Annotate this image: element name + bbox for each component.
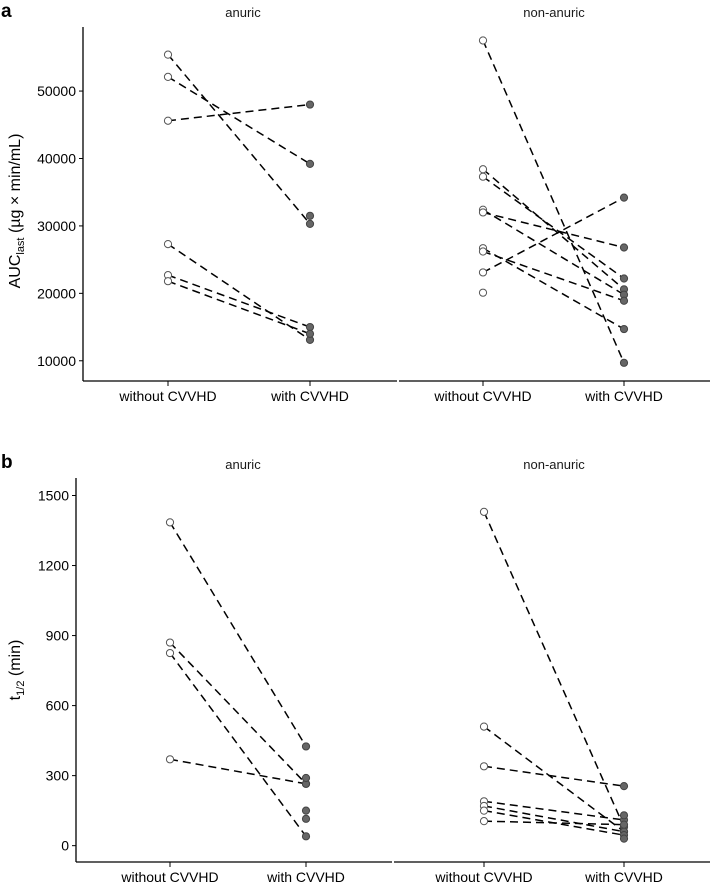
- panel-b-facet-nonanuric-point-without: [479, 762, 489, 771]
- panel-a-facet-anuric-pair-line: [167, 103, 311, 122]
- panel-a-facet-anuric-title: anuric: [225, 5, 261, 20]
- panel-b-facet-anuric-pair-line: [169, 642, 307, 785]
- panel-b-ytick-label: 300: [46, 768, 70, 784]
- panel-a-facet-anuric-point-without: [163, 72, 173, 81]
- panel-b-ytick-label: 600: [46, 698, 70, 714]
- panel-a-letter: a: [1, 1, 12, 22]
- panel-b-facet-nonanuric-pair-line: [483, 805, 625, 833]
- panel-b-facet-nonanuric-point-with: [619, 782, 629, 791]
- panel-a-facet-nonanuric-point-with: [619, 193, 629, 202]
- panel-b-facet-anuric-point-without: [165, 755, 175, 764]
- panel-a-facet-nonanuric-point-without: [478, 208, 488, 217]
- panel-b-facet-anuric-pair-line: [169, 652, 307, 837]
- panel-b-facet-anuric-point-without: [165, 518, 175, 527]
- panel-b-facet-nonanuric-point-with: [619, 820, 629, 829]
- panel-a-ytick-label: 20000: [37, 285, 76, 301]
- panel-b-facet-nonanuric-point-with: [619, 834, 629, 843]
- panel-a-facet-anuric-point-without: [163, 50, 173, 59]
- panel-b-facet-nonanuric-point-without: [479, 817, 489, 826]
- panel-b-facet-nonanuric-xtick-label: with CVVHD: [584, 869, 663, 884]
- panel-b-facet-nonanuric-pair-line: [483, 820, 625, 826]
- panel-a-facet-nonanuric-point-without: [478, 268, 488, 277]
- panel-b-facet-nonanuric-pair-line: [483, 511, 625, 828]
- panel-a-facet-nonanuric-point-with: [619, 358, 629, 367]
- panel-a-facet-nonanuric-point-with: [619, 324, 629, 334]
- panel-a-facet-anuric-xtick-label: without CVVHD: [118, 388, 216, 404]
- panel-a-ytick-label: 50000: [37, 83, 76, 99]
- panel-a-facet-nonanuric-pair-line: [482, 250, 625, 302]
- panel-a-facet-nonanuric-point-without: [478, 165, 488, 174]
- panel-b-facet-anuric-title: anuric: [225, 457, 261, 472]
- panel-a-facet-anuric-point-without: [163, 240, 173, 249]
- panel-b-ytick-label: 1500: [38, 488, 69, 504]
- panel-b: b anuric non-anuric t1/2 (min) 0 300 600 90…: [1, 452, 710, 884]
- panel-a-ytick-label: 10000: [37, 353, 76, 369]
- panel-b-facet-anuric-pair-line: [169, 758, 307, 785]
- panel-b-facet-anuric-point-with: [301, 806, 311, 815]
- panel-b-letter: b: [1, 452, 13, 473]
- panel-a-facet-anuric-point-with: [305, 322, 315, 332]
- panel-a-facet-anuric-point-without: [163, 277, 173, 286]
- panel-b-ytick-label: 900: [46, 628, 70, 644]
- panel-a-facet-nonanuric-xtick-label: without CVVHD: [433, 388, 531, 404]
- panel-a-facet-nonanuric-title: non-anuric: [523, 5, 585, 20]
- panel-b-facet-anuric-xtick-label: with CVVHD: [266, 869, 345, 884]
- panel-a-facet-nonanuric-point-without: [478, 172, 488, 181]
- panel-b-facet-anuric-point-with: [301, 742, 311, 751]
- panel-a-facet-nonanuric-point-with: [619, 296, 629, 305]
- panel-a: a anuric non-anuric AUClast (µg × min/mL…: [1, 1, 710, 404]
- panel-b-facet-nonanuric-point-with: [619, 811, 629, 820]
- panel-a-facet-nonanuric-point-without: [478, 36, 488, 45]
- panel-b-facet-nonanuric-point-without: [479, 722, 489, 731]
- panel-b-facet-anuric-xtick-label: without CVVHD: [120, 869, 218, 884]
- panel-a-ylabel: AUClast (µg × min/mL): [7, 134, 27, 289]
- panel-a-facet-anuric-point-with: [305, 219, 315, 228]
- panel-b-ylabel: t1/2 (min): [7, 640, 27, 701]
- panel-a-facet-nonanuric-point-without: [478, 288, 488, 297]
- panel-a-facet-anuric-point-with: [305, 159, 315, 168]
- panel-b-facet-nonanuric-pair-line: [483, 765, 625, 787]
- panel-b-facet-anuric-pair-line: [169, 521, 307, 747]
- panel-b-facet-nonanuric-point-without: [479, 806, 489, 815]
- panel-a-facet-anuric-point-with: [305, 211, 315, 220]
- panel-a-facet-nonanuric-pair-line: [482, 196, 625, 274]
- panel-a-facet-nonanuric-pair-line: [482, 176, 625, 280]
- panel-a-facet-anuric-point-with: [305, 100, 315, 109]
- panel-a-facet-nonanuric-pair-line: [482, 247, 625, 330]
- panel-a-facet-anuric-point-with: [305, 329, 315, 338]
- panel-a-facet-nonanuric-pair-line: [482, 209, 625, 296]
- panel-b-plot: 0 300 600 900 1200 1500 without CVVHD with CVVH…: [38, 478, 710, 884]
- panel-a-facet-anuric-pair-line: [167, 243, 311, 341]
- panel-b-facet-anuric-point-with: [301, 773, 311, 783]
- panel-b-facet-nonanuric-pair-line: [483, 726, 625, 833]
- panel-a-facet-nonanuric-point-without: [478, 247, 488, 256]
- panel-a-ytick-label: 30000: [37, 218, 76, 234]
- panel-b-facet-nonanuric-point-without: [479, 507, 489, 516]
- panel-b-facet-anuric-point-without: [165, 638, 175, 647]
- panel-a-facet-anuric-pair-line: [167, 76, 311, 165]
- panel-a-facet-nonanuric-point-with: [619, 274, 629, 283]
- panel-b-facet-anuric-point-with: [301, 832, 311, 841]
- panel-b-facet-nonanuric-pair-line: [483, 800, 625, 821]
- panel-a-facet-anuric-xtick-label: with CVVHD: [270, 388, 349, 404]
- panel-b-facet-nonanuric-title: non-anuric: [523, 457, 585, 472]
- panel-a-facet-nonanuric-point-with: [619, 243, 629, 252]
- panel-b-facet-nonanuric-xtick-label: without CVVHD: [434, 869, 532, 884]
- panel-b-facet-anuric-point-with: [301, 814, 311, 823]
- panel-a-plot: 10000 20000 30000 40000 50000 without CVVHD wi…: [37, 27, 710, 404]
- panel-a-facet-nonanuric-xtick-label: with CVVHD: [584, 388, 663, 404]
- panel-b-ytick-label: 1200: [38, 558, 69, 574]
- panel-a-facet-anuric-pair-line: [167, 54, 311, 225]
- panel-a-ytick-label: 40000: [37, 150, 76, 166]
- panel-a-facet-anuric-point-without: [163, 116, 173, 125]
- panel-a-facet-anuric-pair-line: [167, 274, 311, 328]
- panel-a-facet-nonanuric-pair-line: [482, 40, 625, 364]
- panel-a-facet-nonanuric-pair-line: [482, 211, 625, 249]
- panel-b-facet-anuric-point-without: [165, 648, 175, 658]
- panel-b-ytick-label: 0: [61, 838, 69, 854]
